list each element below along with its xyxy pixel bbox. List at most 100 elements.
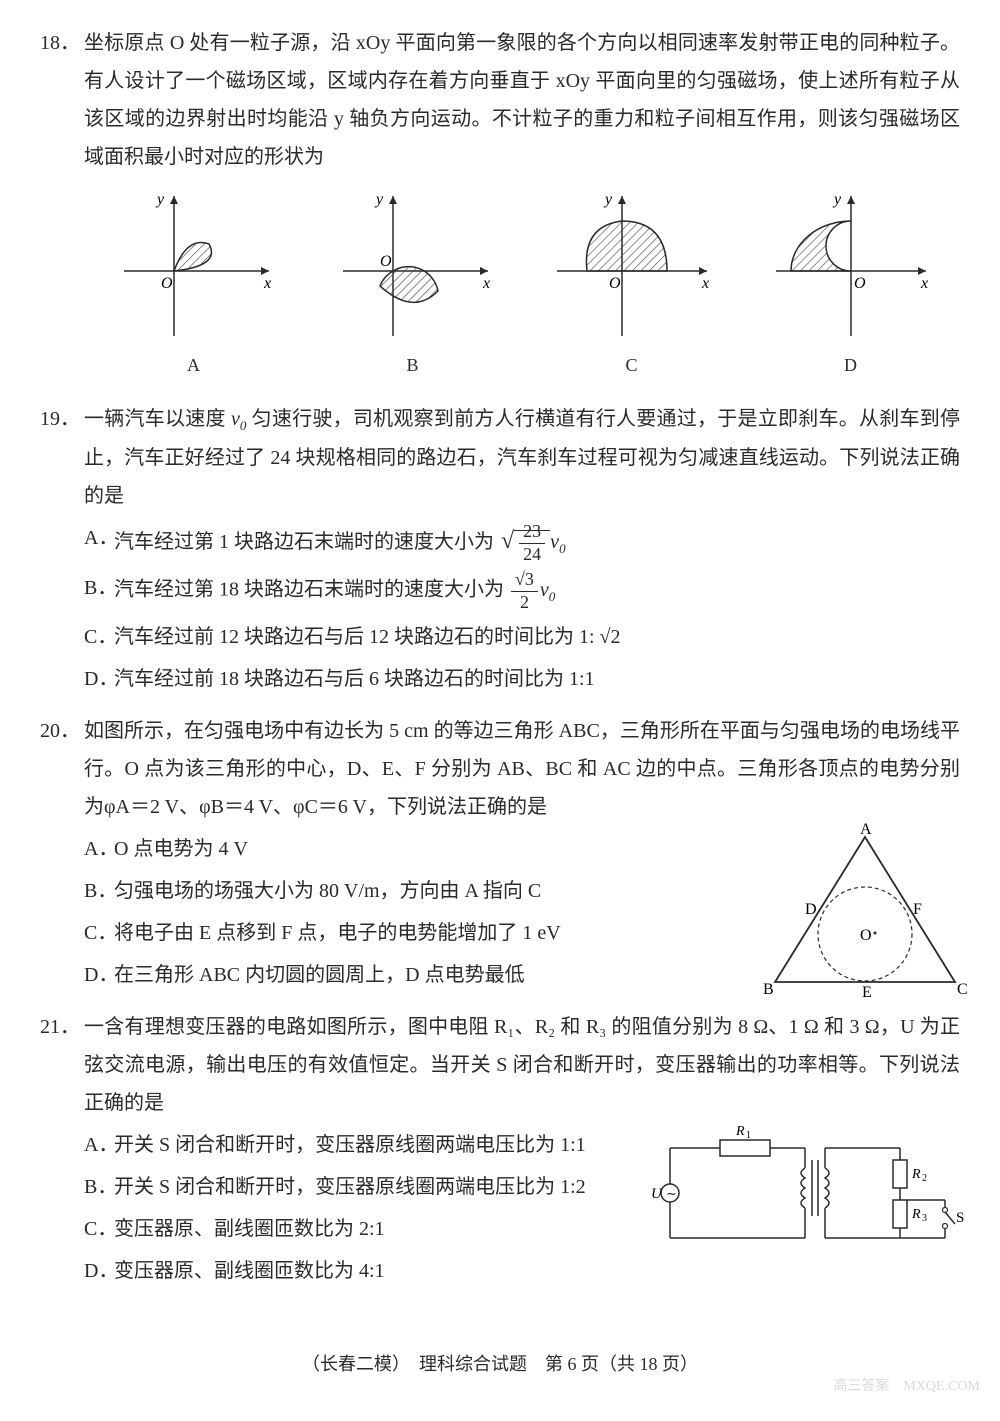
q18-label-A: A — [104, 348, 284, 382]
svg-text:R: R — [735, 1124, 745, 1139]
question-18: 18． 坐标原点 O 处有一粒子源，沿 xOy 平面向第一象限的各个方向以相同速… — [40, 24, 960, 390]
svg-text:B: B — [763, 981, 774, 998]
q18-label-B: B — [323, 348, 503, 382]
svg-text:O: O — [860, 927, 872, 944]
q18-svg-C: x y O — [547, 186, 717, 346]
svg-text:O: O — [380, 253, 392, 270]
opt-text: O 点电势为 4 V — [114, 830, 724, 868]
svg-text:y: y — [374, 191, 384, 208]
sqrt-expr: √2324 — [499, 519, 550, 566]
svg-text:x: x — [263, 275, 271, 292]
q18-diagram-B: x y O B — [323, 186, 503, 382]
opt-text: 汽车经过第 1 块路边石末端时的速度大小为 √2324v0 — [114, 519, 960, 566]
opt-letter: A． — [84, 1126, 114, 1164]
opt-text: 匀强电场的场强大小为 80 V/m，方向由 A 指向 C — [114, 872, 724, 910]
svg-text:3: 3 — [922, 1213, 927, 1224]
opt-letter: D． — [84, 956, 114, 994]
svg-text:R: R — [911, 1207, 921, 1222]
q19-options: A． 汽车经过第 1 块路边石末端时的速度大小为 √2324v0 B． 汽车经过… — [84, 519, 960, 698]
q21-options: A． 开关 S 闭合和断开时，变压器原线圈两端电压比为 1:1 B． 开关 S … — [84, 1126, 664, 1290]
question-20: 20． 如图所示，在匀强电场中有边长为 5 cm 的等边三角形 ABC，三角形所… — [40, 712, 960, 998]
q19-var: v0 — [231, 408, 246, 430]
opt-text: 在三角形 ABC 内切圆的圆周上，D 点电势最低 — [114, 956, 724, 994]
q20-option-A: A． O 点电势为 4 V — [84, 830, 724, 868]
opt-letter: D． — [84, 660, 114, 698]
svg-text:U: U — [651, 1186, 663, 1202]
svg-text:∼: ∼ — [666, 1186, 677, 1201]
svg-text:1: 1 — [746, 1130, 751, 1141]
svg-text:x: x — [482, 275, 490, 292]
opt-text: 开关 S 闭合和断开时，变压器原线圈两端电压比为 1:1 — [114, 1126, 664, 1164]
q19-option-D: D． 汽车经过前 18 块路边石与后 6 块路边石的时间比为 1:1 — [84, 660, 960, 698]
opt-text: 变压器原、副线圈匝数比为 4:1 — [114, 1252, 664, 1290]
q20-body: 如图所示，在匀强电场中有边长为 5 cm 的等边三角形 ABC，三角形所在平面与… — [84, 712, 960, 998]
q21-svg: R1 ∼ U — [650, 1118, 970, 1268]
q18-diagrams: x y O A — [84, 186, 960, 382]
svg-text:O: O — [161, 275, 173, 292]
q18-svg-B: x y O — [328, 186, 498, 346]
q18-body: 坐标原点 O 处有一粒子源，沿 xOy 平面向第一象限的各个方向以相同速率发射带… — [84, 24, 960, 390]
q21-option-A: A． 开关 S 闭合和断开时，变压器原线圈两端电压比为 1:1 — [84, 1126, 664, 1164]
q21-figure: R1 ∼ U — [650, 1118, 970, 1281]
q20-figure: A B C D E F O — [760, 822, 970, 1015]
opt-letter: A． — [84, 830, 114, 868]
q21-text: 一含有理想变压器的电路如图所示，图中电阻 R₁、R₂ 和 R₃ 的阻值分别为 8… — [84, 1008, 960, 1122]
opt-letter: B． — [84, 1168, 114, 1206]
svg-text:x: x — [920, 275, 928, 292]
q18-label-C: C — [542, 348, 722, 382]
q20-option-B: B． 匀强电场的场强大小为 80 V/m，方向由 A 指向 C — [84, 872, 724, 910]
q20-option-C: C． 将电子由 E 点移到 F 点，电子的电势能增加了 1 eV — [84, 914, 724, 952]
opt-text: 开关 S 闭合和断开时，变压器原线圈两端电压比为 1:2 — [114, 1168, 664, 1206]
q18-svg-A: x y O — [109, 186, 279, 346]
fraction: √32 — [511, 569, 538, 613]
q19-text-prefix: 一辆汽车以速度 — [84, 408, 231, 430]
opt-letter: C． — [84, 618, 114, 656]
q20-text: 如图所示，在匀强电场中有边长为 5 cm 的等边三角形 ABC，三角形所在平面与… — [84, 712, 960, 826]
svg-text:y: y — [832, 191, 842, 208]
q19-option-A: A． 汽车经过第 1 块路边石末端时的速度大小为 √2324v0 — [84, 519, 960, 566]
svg-text:y: y — [155, 191, 165, 208]
q18-diagram-A: x y O A — [104, 186, 284, 382]
q18-svg-D: x y O — [766, 186, 936, 346]
q18-label-D: D — [761, 348, 941, 382]
opt-text: 汽车经过第 18 块路边石末端时的速度大小为 √32v0 — [114, 569, 960, 613]
q18-number: 18． — [40, 24, 84, 390]
svg-text:A: A — [860, 822, 872, 838]
opt-text: 汽车经过前 18 块路边石与后 6 块路边石的时间比为 1:1 — [114, 660, 960, 698]
q20-svg: A B C D E F O — [760, 822, 970, 1002]
q18-text: 坐标原点 O 处有一粒子源，沿 xOy 平面向第一象限的各个方向以相同速率发射带… — [84, 24, 960, 176]
q20-option-D: D． 在三角形 ABC 内切圆的圆周上，D 点电势最低 — [84, 956, 724, 994]
q18-diagram-C: x y O C — [542, 186, 722, 382]
svg-text:D: D — [805, 901, 817, 918]
q19-number: 19． — [40, 400, 84, 701]
q20-number: 20． — [40, 712, 84, 998]
watermark: 高三答案 MXQE.COM — [833, 1374, 980, 1401]
q19-option-C: C． 汽车经过前 12 块路边石与后 12 块路边石的时间比为 1: √2 — [84, 618, 960, 656]
q19-text: 一辆汽车以速度 v0 匀速行驶，司机观察到前方人行横道有行人要通过，于是立即刹车… — [84, 400, 960, 515]
svg-text:O: O — [854, 275, 866, 292]
svg-text:C: C — [957, 981, 968, 998]
opt-text: 汽车经过前 12 块路边石与后 12 块路边石的时间比为 1: √2 — [114, 618, 960, 656]
opt-letter: B． — [84, 872, 114, 910]
svg-text:R: R — [911, 1167, 921, 1182]
svg-text:2: 2 — [922, 1173, 927, 1184]
opt-letter: C． — [84, 1210, 114, 1248]
svg-text:S: S — [956, 1210, 964, 1226]
q21-option-D: D． 变压器原、副线圈匝数比为 4:1 — [84, 1252, 664, 1290]
q21-body: 一含有理想变压器的电路如图所示，图中电阻 R₁、R₂ 和 R₃ 的阻值分别为 8… — [84, 1008, 960, 1294]
opt-text: 将电子由 E 点移到 F 点，电子的电势能增加了 1 eV — [114, 914, 724, 952]
q19-option-B: B． 汽车经过第 18 块路边石末端时的速度大小为 √32v0 — [84, 569, 960, 613]
question-21: 21． 一含有理想变压器的电路如图所示，图中电阻 R₁、R₂ 和 R₃ 的阻值分… — [40, 1008, 960, 1294]
opt-letter: C． — [84, 914, 114, 952]
opt-letter: D． — [84, 1252, 114, 1290]
q21-option-C: C． 变压器原、副线圈匝数比为 2:1 — [84, 1210, 664, 1248]
q21-option-B: B． 开关 S 闭合和断开时，变压器原线圈两端电压比为 1:2 — [84, 1168, 664, 1206]
q18-diagram-D: x y O D — [761, 186, 941, 382]
opt-letter: A． — [84, 519, 114, 557]
q21-number: 21． — [40, 1008, 84, 1294]
svg-text:E: E — [862, 984, 872, 1001]
opt-text: 变压器原、副线圈匝数比为 2:1 — [114, 1210, 664, 1248]
question-19: 19． 一辆汽车以速度 v0 匀速行驶，司机观察到前方人行横道有行人要通过，于是… — [40, 400, 960, 701]
svg-text:x: x — [701, 275, 709, 292]
svg-text:F: F — [913, 901, 922, 918]
